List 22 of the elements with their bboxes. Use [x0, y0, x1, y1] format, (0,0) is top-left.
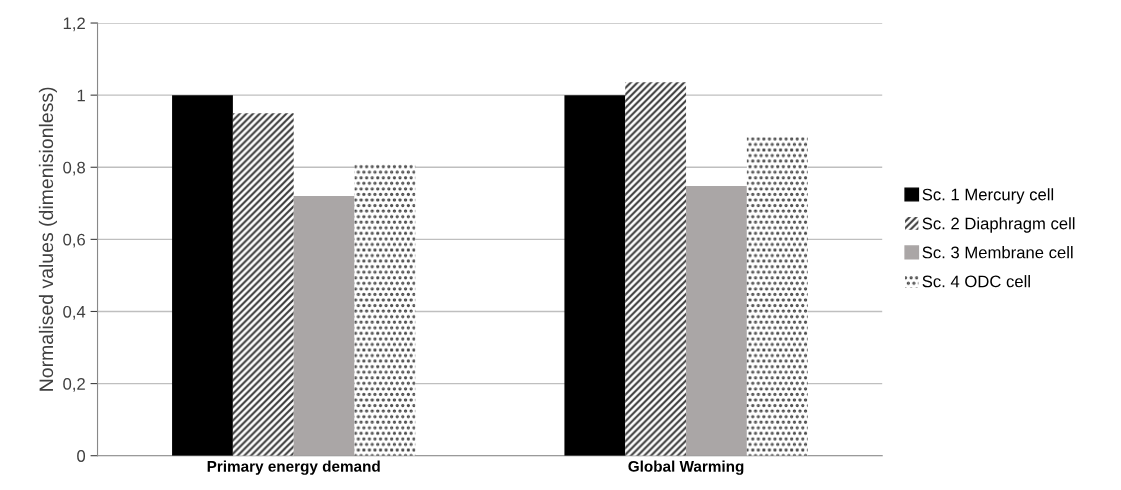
y-tick-label: 0,8: [63, 161, 85, 176]
x-tick-label: Global Warming: [628, 460, 744, 475]
bar: [172, 95, 233, 456]
y-tick-label: 0: [77, 450, 86, 462]
legend-label: Sc. 1 Mercury cell: [922, 188, 1054, 204]
y-axis-title: Normalised values (dimenisionless): [38, 87, 57, 391]
bar: [746, 136, 808, 456]
y-tick-label: 1: [77, 89, 85, 102]
legend-label: Sc. 2 Diaphragm cell: [922, 217, 1075, 233]
y-tick-label: 0,4: [63, 305, 86, 320]
bar: [293, 196, 355, 456]
legend-label: Sc. 3 Membrane cell: [922, 246, 1073, 259]
y-tick-label: 0,6: [63, 233, 85, 248]
y-tick-label: 1,2: [63, 17, 85, 32]
legend-label: Sc. 4 ODC cell: [922, 275, 1030, 288]
bar: [564, 95, 626, 456]
bar: [354, 163, 416, 456]
bar: [625, 82, 687, 456]
x-tick-label: Primary energy demand: [207, 460, 380, 475]
y-tick-label: 0,2: [63, 377, 85, 392]
bar: [686, 186, 747, 456]
bar: [232, 113, 294, 456]
